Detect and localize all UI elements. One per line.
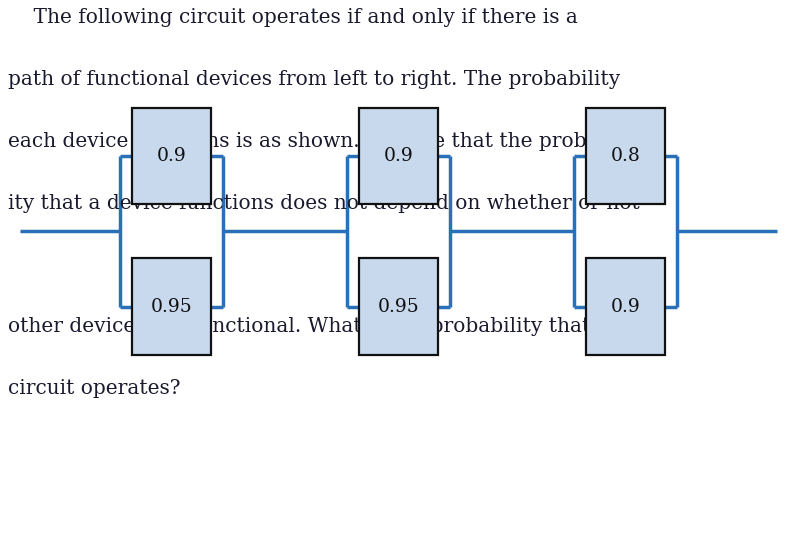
- Bar: [359, 258, 438, 355]
- Text: 0.9: 0.9: [383, 147, 414, 165]
- Bar: [132, 108, 211, 204]
- Text: circuit operates?: circuit operates?: [8, 379, 180, 398]
- Bar: [586, 108, 665, 204]
- Bar: [586, 258, 665, 355]
- Text: path of functional devices from left to right. The probability: path of functional devices from left to …: [8, 70, 620, 89]
- Text: 0.8: 0.8: [611, 147, 641, 165]
- Text: The following circuit operates if and only if there is a: The following circuit operates if and on…: [8, 8, 578, 27]
- Bar: [132, 258, 211, 355]
- Text: each device functions is as shown. Assume that the probabil-: each device functions is as shown. Assum…: [8, 132, 631, 151]
- Text: ity that a device functions does not depend on whether or not: ity that a device functions does not dep…: [8, 194, 640, 213]
- Text: other devices are functional. What is the probability that the: other devices are functional. What is th…: [8, 317, 630, 336]
- Text: 0.9: 0.9: [611, 298, 641, 316]
- Bar: [359, 108, 438, 204]
- Text: 0.95: 0.95: [151, 298, 192, 316]
- Text: 0.9: 0.9: [156, 147, 186, 165]
- Text: 0.95: 0.95: [378, 298, 419, 316]
